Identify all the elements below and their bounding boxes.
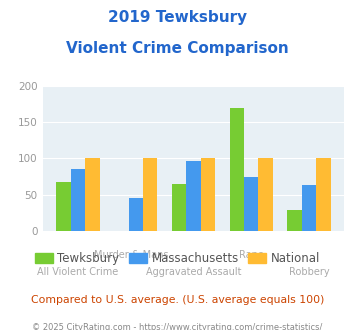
Bar — [230, 108, 244, 231]
Bar — [201, 158, 215, 231]
Bar — [258, 158, 273, 231]
Bar — [71, 169, 85, 231]
Text: Rape: Rape — [239, 250, 264, 260]
Bar — [186, 161, 201, 231]
Bar — [56, 182, 71, 231]
Text: Compared to U.S. average. (U.S. average equals 100): Compared to U.S. average. (U.S. average … — [31, 295, 324, 305]
Bar — [85, 158, 100, 231]
Text: Robbery: Robbery — [289, 267, 329, 277]
Bar — [129, 198, 143, 231]
Bar — [143, 158, 157, 231]
Bar — [244, 177, 258, 231]
Text: © 2025 CityRating.com - https://www.cityrating.com/crime-statistics/: © 2025 CityRating.com - https://www.city… — [32, 323, 323, 330]
Bar — [287, 210, 302, 231]
Text: Murder & Mans...: Murder & Mans... — [94, 250, 178, 260]
Text: Aggravated Assault: Aggravated Assault — [146, 267, 241, 277]
Bar — [172, 184, 186, 231]
Text: 2019 Tewksbury: 2019 Tewksbury — [108, 10, 247, 25]
Bar — [302, 184, 316, 231]
Text: Violent Crime Comparison: Violent Crime Comparison — [66, 41, 289, 56]
Bar — [316, 158, 331, 231]
Text: All Violent Crime: All Violent Crime — [37, 267, 119, 277]
Legend: Tewksbury, Massachusetts, National: Tewksbury, Massachusetts, National — [30, 247, 325, 270]
